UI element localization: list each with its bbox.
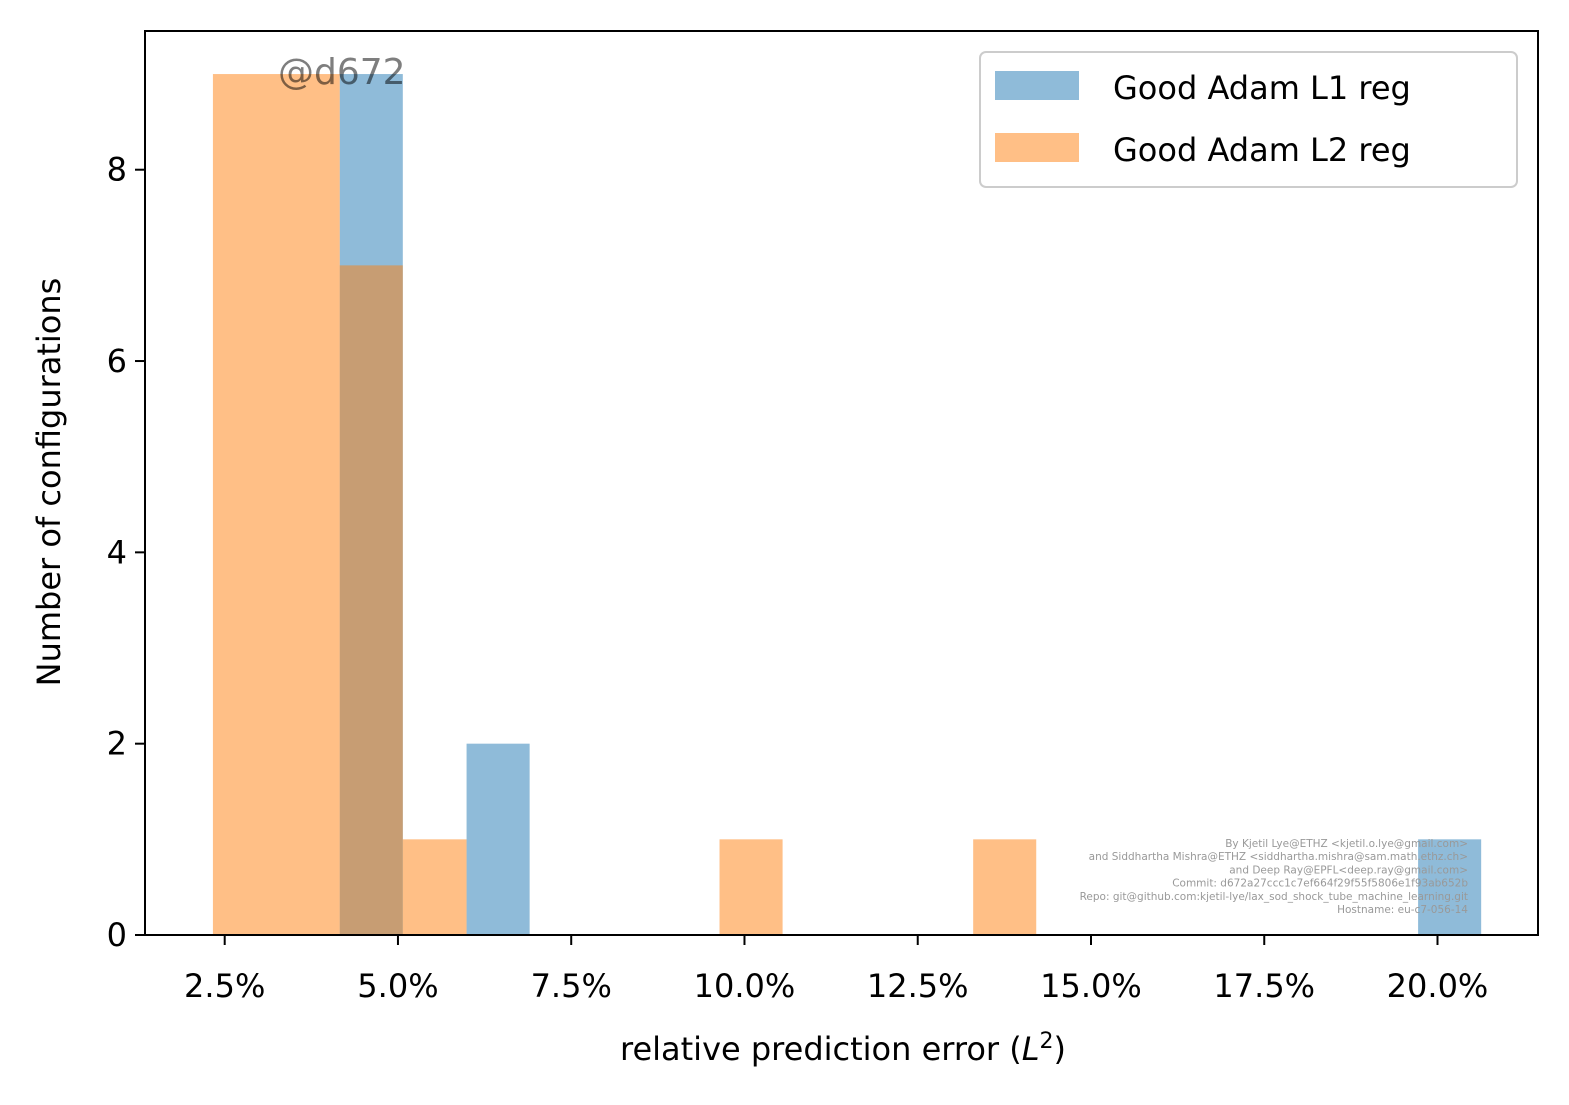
legend-swatch-l2 [995, 133, 1079, 162]
bar-series1-bin3 [719, 839, 783, 935]
x-tick-label: 20.0% [1387, 967, 1489, 1005]
bar-series1-bin0 [212, 74, 340, 936]
bar-series1-bin1 [339, 265, 403, 935]
bars-layer [212, 74, 1482, 936]
y-axis-label: Number of configurations [30, 278, 68, 687]
x-tick-label: 15.0% [1040, 967, 1142, 1005]
plot-frame [144, 30, 1539, 936]
y-tick-label: 0 [107, 916, 127, 954]
ticks-layer: 2.5% 5.0% 7.5% 10.0% 12.5% 15.0% 17.5% 20.0% 0 2 4… [107, 151, 1489, 1005]
credit-line: Commit: d672a27ccc1c7ef664f29f55f5806e1f… [1172, 878, 1468, 890]
y-tick-label: 6 [107, 342, 127, 380]
x-tick-label: 10.0% [694, 967, 796, 1005]
bar-series0-bin2 [1418, 839, 1482, 935]
legend-box [979, 51, 1518, 188]
credit-line: Repo: git@github.com:kjetil-lye/lax_sod_… [1080, 891, 1468, 903]
legend-swatch-l1 [995, 71, 1079, 100]
y-tick-label: 8 [107, 151, 127, 189]
credit-line: By Kjetil Lye@ETHZ <kjetil.o.lye@gmail.c… [1225, 838, 1468, 850]
legend: Good Adam L1 reg Good Adam L2 reg [979, 51, 1518, 188]
x-tick-label: 17.5% [1213, 967, 1315, 1005]
tag-label: @d672 [278, 52, 406, 93]
x-tick-label: 2.5% [184, 967, 265, 1005]
bar-series1-bin4 [973, 839, 1037, 935]
x-axis-label: relative prediction error (L2) [620, 1029, 1066, 1068]
y-tick-label: 2 [107, 725, 127, 763]
legend-label-l2: Good Adam L2 reg [1113, 131, 1411, 169]
x-tick-label: 7.5% [531, 967, 612, 1005]
credits-block: By Kjetil Lye@ETHZ <kjetil.o.lye@gmail.c… [1080, 838, 1469, 916]
credit-line: and Deep Ray@EPFL<deep.ray@gmail.com> [1229, 864, 1468, 876]
credit-line: Hostname: eu-c7-056-14 [1337, 904, 1468, 916]
credit-line: and Siddhartha Mishra@ETHZ <siddhartha.m… [1089, 851, 1468, 863]
x-tick-label: 5.0% [357, 967, 438, 1005]
legend-label-l1: Good Adam L1 reg [1113, 69, 1411, 107]
bar-series1-bin2 [402, 839, 467, 935]
x-tick-label: 12.5% [867, 967, 969, 1005]
y-tick-label: 4 [107, 533, 127, 571]
bar-series0-bin1 [466, 743, 530, 935]
